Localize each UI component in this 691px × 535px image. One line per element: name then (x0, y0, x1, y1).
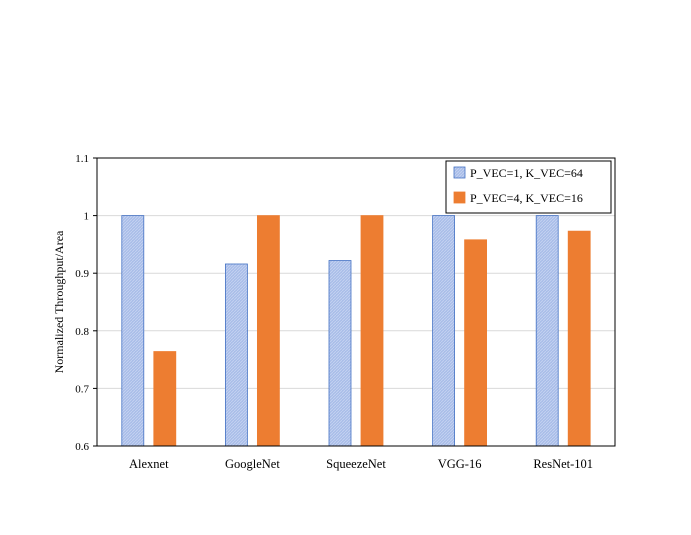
y-tick-label: 0.8 (75, 326, 89, 338)
bar-squeezenet-series-2 (360, 215, 384, 447)
y-tick-label: 0.9 (75, 268, 89, 280)
y-tick-label: 1 (84, 211, 90, 223)
bar-alexnet-series-1 (121, 215, 145, 447)
y-axis: 0.6 0.7 0.8 0.9 1 1.1 (75, 153, 97, 453)
x-category-label: ResNet-101 (533, 457, 593, 471)
plot-area-border (96, 157, 616, 447)
legend-swatch-series-1 (453, 166, 466, 179)
gridlines (97, 215, 615, 389)
bar-vgg-16-series-1 (432, 215, 456, 447)
bar-resnet-101-series-2 (567, 230, 591, 447)
legend-label-series-2: P_VEC=4, K_VEC=16 (470, 191, 583, 205)
x-category-label: VGG-16 (438, 457, 482, 471)
bar-squeezenet-series-1 (328, 260, 352, 447)
bar-resnet-101-series-1 (535, 215, 559, 447)
y-tick-label: 0.7 (75, 383, 89, 395)
legend: P_VEC=1, K_VEC=64 P_VEC=4, K_VEC=16 (445, 160, 612, 214)
bar-googlenet-series-2 (256, 215, 280, 447)
y-axis-title: Normalized Throughput/Area (52, 230, 66, 373)
legend-swatch-series-2 (453, 191, 466, 204)
bar-vgg-16-series-2 (464, 239, 488, 447)
x-category-label: GoogleNet (225, 457, 280, 471)
y-tick-label: 1.1 (75, 153, 89, 165)
legend-box (445, 160, 612, 214)
y-tick-label: 0.6 (75, 441, 89, 453)
x-category-label: Alexnet (129, 457, 169, 471)
bars (121, 215, 591, 447)
bar-alexnet-series-2 (153, 351, 177, 447)
bar-googlenet-series-1 (224, 263, 248, 447)
legend-label-series-1: P_VEC=1, K_VEC=64 (470, 166, 583, 180)
x-axis: Alexnet GoogleNet SqueezeNet VGG-16 ResNet-1… (129, 457, 593, 471)
x-category-label: SqueezeNet (326, 457, 386, 471)
